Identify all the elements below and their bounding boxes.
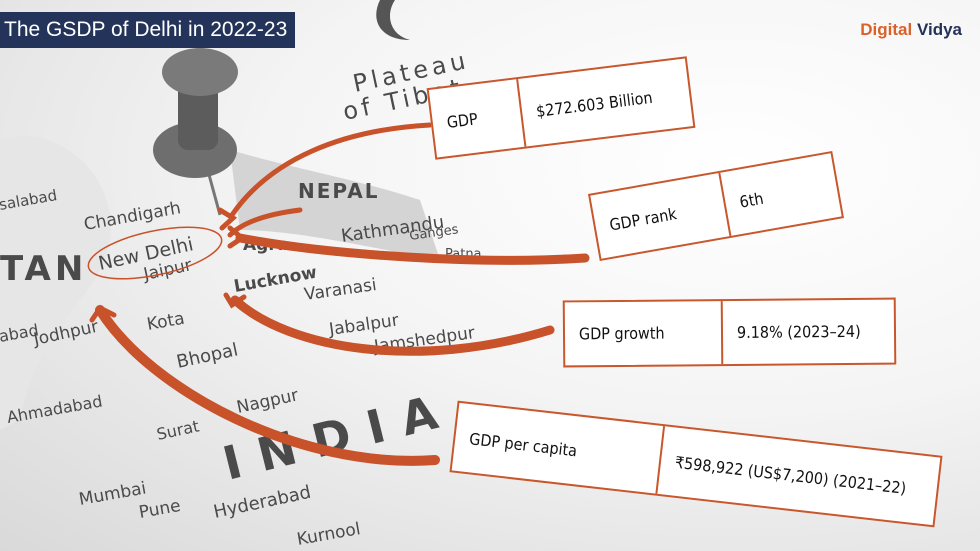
land-shade xyxy=(0,136,112,430)
map-label: Kurnool xyxy=(295,519,362,550)
map-label: Pune xyxy=(137,496,182,523)
box-label: GDP xyxy=(445,108,479,132)
title: The GSDP of Delhi in 2022-23 xyxy=(0,12,296,48)
pin-body xyxy=(178,80,218,150)
logo: Digital Vidya xyxy=(860,20,962,40)
info-box: GDP growth 9.18% (2023–24) xyxy=(562,297,897,368)
map-label: Hyderabad xyxy=(212,482,313,523)
pin-head xyxy=(162,48,238,96)
map-label: Bhopal xyxy=(175,339,240,372)
map-label: Ganges xyxy=(408,222,459,244)
moon-symbol xyxy=(376,0,410,40)
logo-text: Vidya xyxy=(916,20,962,39)
map-label: NEPAL xyxy=(298,179,379,203)
nepal-shade xyxy=(230,150,440,260)
highlight-ellipse xyxy=(87,226,223,280)
map-label: Nagpur xyxy=(235,385,300,418)
map-label: TAN xyxy=(0,249,87,289)
box-value: 9.18% (2023–24) xyxy=(720,299,895,365)
map-label: Kota xyxy=(145,309,186,335)
map-label: Surat xyxy=(155,416,201,444)
box-label: GDP growth xyxy=(578,323,665,344)
logo-text: Digital xyxy=(860,20,913,39)
arrows xyxy=(89,122,590,466)
